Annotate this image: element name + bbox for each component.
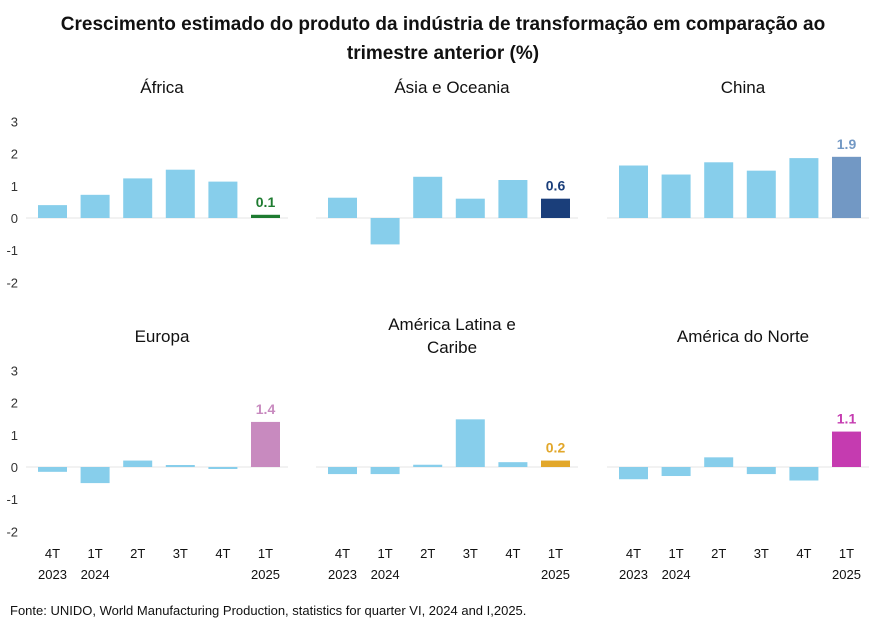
data-label: 0.6 [546, 178, 566, 194]
bar-5-6 [541, 460, 570, 467]
panel-title-5-line-1: América Latina e [388, 315, 516, 334]
y-tick-label: 0 [11, 211, 18, 226]
bar-6-6 [832, 431, 861, 467]
bar-3-3 [704, 162, 734, 218]
bar-3-1 [619, 165, 648, 218]
data-label: 1.4 [256, 401, 276, 417]
x-tick-label: 3T [463, 546, 478, 561]
bar-1-1 [38, 205, 67, 218]
bar-3-5 [789, 158, 819, 218]
x-tick-label: 1T [669, 546, 684, 561]
bar-6-5 [789, 467, 819, 481]
bar-1-3 [123, 178, 153, 218]
bar-5-4 [455, 419, 485, 467]
bar-5-2 [370, 467, 400, 475]
data-label: 0.1 [256, 194, 276, 210]
x-tick-label: 1T [548, 546, 563, 561]
y-tick-label: 1 [11, 428, 18, 443]
x-tick-label: 1T [258, 546, 273, 561]
bar-4-1 [38, 467, 67, 472]
bar-5-3 [413, 464, 443, 467]
bar-6-2 [661, 467, 691, 477]
y-tick-label: 3 [11, 114, 18, 129]
bar-6-1 [619, 467, 648, 480]
bar-1-2 [80, 194, 110, 218]
x-tick-label: 1T [378, 546, 393, 561]
bar-1-5 [208, 181, 238, 218]
x-tick-label: 2023 [38, 567, 67, 582]
panel-title-4-line-1: Europa [135, 327, 190, 346]
x-tick-label: 4T [335, 546, 350, 561]
y-tick-label: -1 [6, 243, 18, 258]
x-tick-label: 2025 [832, 567, 861, 582]
y-tick-label: 2 [11, 396, 18, 411]
panel-title-3-line-1: China [721, 78, 766, 97]
bar-2-1 [328, 197, 357, 218]
data-label: 1.9 [837, 136, 857, 152]
x-tick-label: 2024 [81, 567, 110, 582]
x-tick-label: 3T [173, 546, 188, 561]
y-tick-label: -1 [6, 492, 18, 507]
bar-2-6 [541, 198, 570, 218]
x-tick-label: 2025 [251, 567, 280, 582]
panel-title-2-line-1: Ásia e Oceania [394, 78, 510, 97]
panel-title-1-line-1: África [140, 78, 184, 97]
x-tick-label: 2023 [328, 567, 357, 582]
chart-title-line-1: Crescimento estimado do produto da indús… [60, 14, 826, 35]
y-tick-label: 3 [11, 363, 18, 378]
x-tick-label: 3T [754, 546, 769, 561]
source-note: Fonte: UNIDO, World Manufacturing Produc… [10, 603, 527, 618]
x-tick-label: 4T [215, 546, 230, 561]
data-label: 0.2 [546, 440, 566, 456]
x-tick-label: 2T [420, 546, 435, 561]
x-tick-label: 2T [711, 546, 726, 561]
panel-title-6-line-1: América do Norte [677, 327, 809, 346]
y-tick-label: -2 [6, 524, 18, 539]
bar-2-4 [455, 198, 485, 218]
y-tick-label: 0 [11, 460, 18, 475]
bar-4-4 [165, 465, 195, 467]
bar-3-6 [832, 156, 861, 218]
x-tick-label: 4T [796, 546, 811, 561]
bar-2-3 [413, 176, 443, 218]
x-tick-label: 2025 [541, 567, 570, 582]
y-tick-label: 1 [11, 179, 18, 194]
bar-1-6 [251, 214, 280, 218]
bar-2-2 [370, 218, 400, 245]
bar-6-4 [746, 467, 776, 475]
bar-4-2 [80, 467, 110, 484]
x-tick-label: 2024 [662, 567, 691, 582]
small-multiples-chart: África 3 2 1 0 -1 -2 0.1 Ásia e Oceania 0.6 China 1… [6, 78, 869, 582]
x-tick-label: 2T [130, 546, 145, 561]
x-tick-label: 1T [88, 546, 103, 561]
bar-5-1 [328, 467, 357, 475]
y-tick-label: 2 [11, 147, 18, 162]
bar-5-5 [498, 462, 528, 467]
x-tick-label: 2024 [371, 567, 400, 582]
chart-title: Crescimento estimado do produto da indús… [0, 10, 886, 68]
y-tick-label: -2 [6, 275, 18, 290]
x-tick-label: 2023 [619, 567, 648, 582]
x-tick-label: 1T [839, 546, 854, 561]
bar-6-3 [704, 457, 734, 467]
x-tick-label: 4T [505, 546, 520, 561]
bar-3-2 [661, 174, 691, 218]
bar-1-4 [165, 169, 195, 218]
bar-4-6 [251, 421, 280, 467]
bar-4-3 [123, 460, 153, 467]
chart-title-line-2: trimestre anterior (%) [346, 43, 540, 64]
panel-title-5-line-2: Caribe [427, 338, 477, 357]
data-label: 1.1 [837, 411, 857, 427]
bar-2-5 [498, 180, 528, 218]
bar-4-5 [208, 467, 238, 469]
bar-3-4 [746, 170, 776, 218]
x-tick-label: 4T [45, 546, 60, 561]
x-tick-label: 4T [626, 546, 641, 561]
